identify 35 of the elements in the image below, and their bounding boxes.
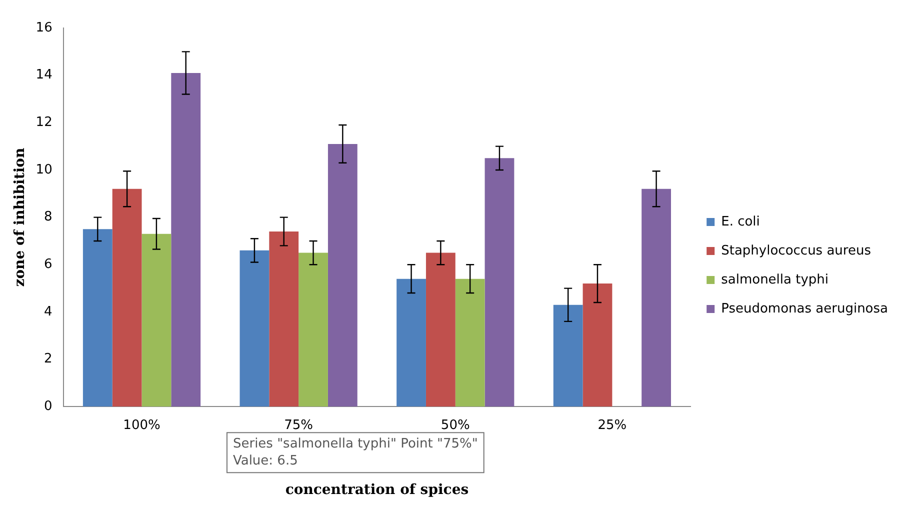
text: Series "salmonella typhi" Point "75%" Value: 6.5 <box>232 436 478 468</box>
y-tick-label: 6 <box>44 257 52 272</box>
bar <box>142 234 172 407</box>
x-axis-title: concentration of spices <box>285 482 469 498</box>
y-tick-label: 2 <box>44 352 52 367</box>
y-tick-label: 14 <box>36 68 52 83</box>
legend-label: salmonella typhi <box>721 272 829 288</box>
y-axis-title: zone of inhibition <box>12 148 28 287</box>
y-tick-label: 12 <box>36 115 52 130</box>
bar <box>455 278 485 407</box>
y-tick-label: 10 <box>36 162 52 178</box>
x-tick-label: 25% <box>598 418 627 433</box>
x-tick-label: 75% <box>284 418 314 433</box>
y-tick-label: 4 <box>44 304 52 320</box>
y-tick-label: 16 <box>36 20 52 36</box>
bar <box>269 232 299 407</box>
bar <box>553 304 583 407</box>
bar <box>171 72 201 407</box>
bar <box>484 158 514 407</box>
bar <box>642 188 671 407</box>
bar <box>582 284 612 407</box>
bar <box>426 252 456 407</box>
legend-label: E. coli <box>721 214 760 230</box>
bar <box>82 229 112 407</box>
bar <box>240 250 270 407</box>
x-tick-label: 50% <box>440 418 470 433</box>
bar <box>298 252 328 407</box>
legend-label: Pseudomonas aeruginosa <box>721 301 888 316</box>
y-tick-label: 8 <box>44 210 52 225</box>
bar <box>328 144 358 407</box>
legend-label: Staphylococcus aureus <box>721 243 872 258</box>
x-tick-label: 100% <box>123 418 160 433</box>
y-tick-label: 0 <box>44 398 52 414</box>
bar <box>112 188 142 407</box>
bar <box>396 278 426 407</box>
